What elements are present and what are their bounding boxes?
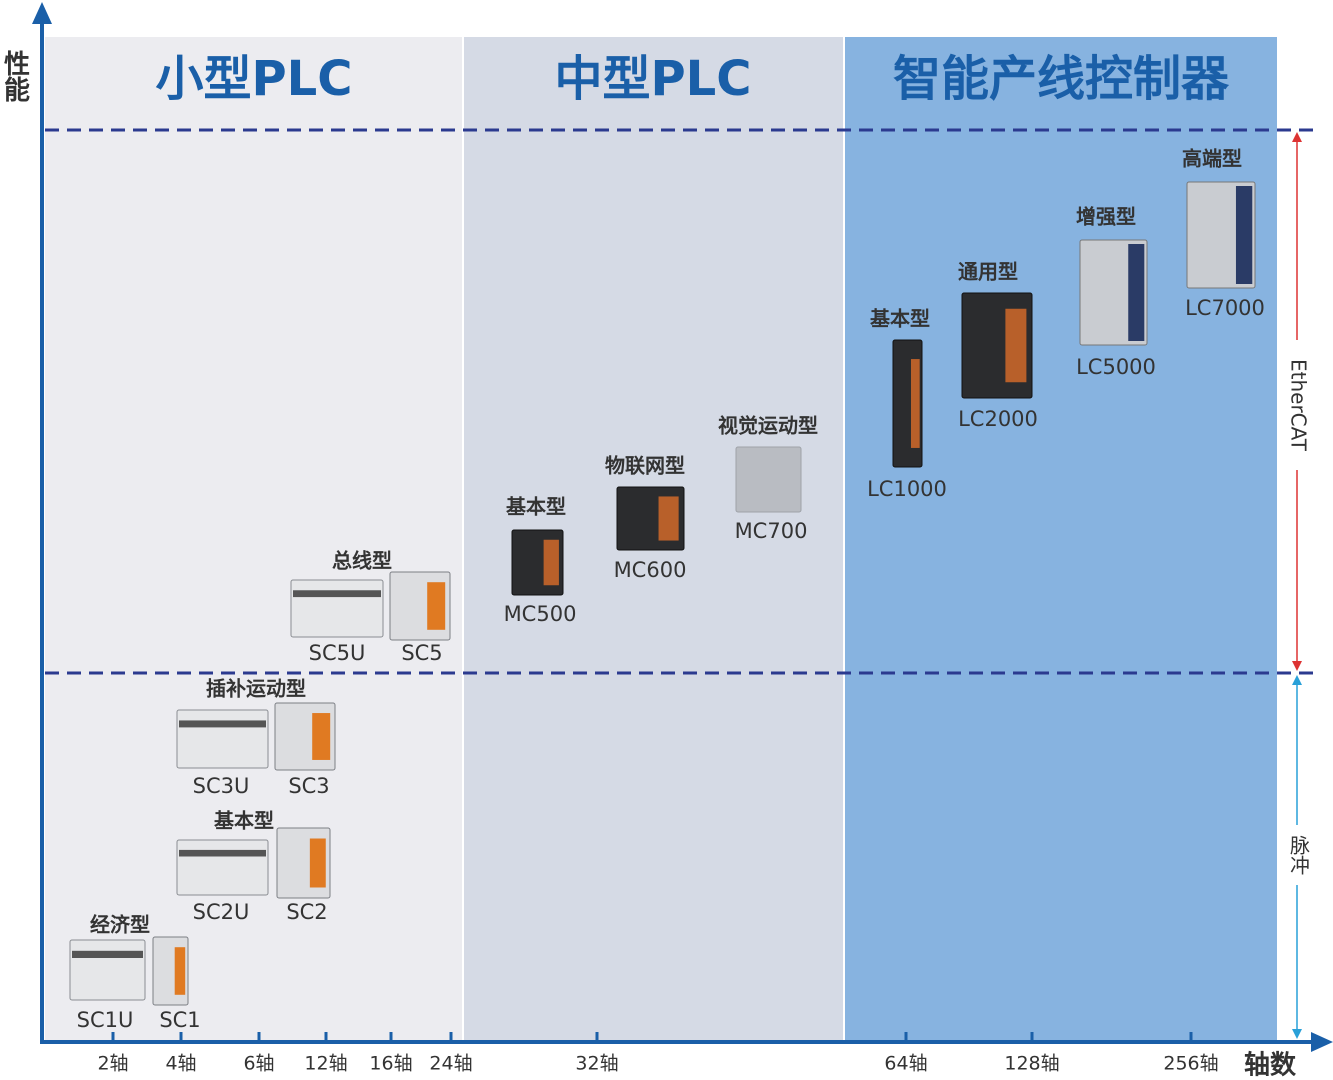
group-label: 基本型 xyxy=(506,495,566,519)
group-label: 基本型 xyxy=(214,809,274,833)
x-tick-label: 6轴 xyxy=(243,1053,274,1075)
port-panel xyxy=(1235,186,1253,284)
group-label: 高端型 xyxy=(1182,147,1242,171)
io-strip xyxy=(179,849,266,857)
product-name: MC700 xyxy=(735,519,808,543)
product-image xyxy=(176,839,269,896)
product-name: LC7000 xyxy=(1185,296,1265,320)
io-terminal xyxy=(910,359,920,448)
x-axis-label: 轴数 xyxy=(1244,1051,1297,1080)
label-bg xyxy=(1284,340,1310,470)
x-tick-label: 256轴 xyxy=(1163,1053,1218,1075)
arrow xyxy=(1292,1029,1302,1039)
product-name: LC1000 xyxy=(867,477,947,501)
x-tick-label: 12轴 xyxy=(304,1053,347,1075)
y-axis-label: 性能 xyxy=(0,50,30,102)
arrow xyxy=(1292,661,1302,671)
x-tick-label: 4轴 xyxy=(165,1053,196,1075)
y-arrow xyxy=(32,2,52,24)
group-label: 通用型 xyxy=(958,260,1018,284)
product-name: SC3U xyxy=(193,774,250,798)
x-arrow xyxy=(1311,1032,1333,1052)
product-image xyxy=(176,709,269,769)
x-tick-label: 64轴 xyxy=(884,1053,927,1075)
group-label: 经济型 xyxy=(90,913,150,937)
product-name: SC1U xyxy=(77,1008,134,1032)
io-strip xyxy=(72,950,143,958)
io-terminal xyxy=(543,539,559,586)
x-tick-label: 2轴 xyxy=(97,1053,128,1075)
product-name: SC3 xyxy=(288,774,329,798)
product-image xyxy=(735,446,802,513)
x-tick-label: 24轴 xyxy=(429,1053,472,1075)
product-name: MC600 xyxy=(614,558,687,582)
io-terminal xyxy=(309,838,326,888)
group-label: 基本型 xyxy=(870,307,930,331)
arrow xyxy=(1292,132,1302,142)
product-name: LC5000 xyxy=(1076,355,1156,379)
x-tick-label: 16轴 xyxy=(369,1053,412,1075)
product-name: LC2000 xyxy=(958,407,1038,431)
io-terminal xyxy=(427,582,446,630)
arrow xyxy=(1292,675,1302,685)
group-label: 总线型 xyxy=(332,549,392,573)
section-title: 小型PLC xyxy=(156,51,353,107)
x-tick-label: 128轴 xyxy=(1004,1053,1059,1075)
group-label: 插补运动型 xyxy=(206,677,306,701)
label-bg xyxy=(1284,825,1310,885)
group-label: 视觉运动型 xyxy=(718,414,818,438)
port-panel xyxy=(1128,244,1145,341)
product-name: SC2U xyxy=(193,900,250,924)
section-title: 智能产线控制器 xyxy=(893,51,1230,107)
io-terminal xyxy=(658,496,679,541)
product-name: SC5U xyxy=(309,641,366,665)
io-terminal xyxy=(312,713,331,760)
group-label: 增强型 xyxy=(1076,205,1136,229)
product-name: SC5 xyxy=(401,641,442,665)
io-strip xyxy=(179,720,266,728)
side-label: 脉冲 xyxy=(1287,835,1311,875)
product-name: SC1 xyxy=(159,1008,200,1032)
io-strip xyxy=(293,590,381,598)
group-label: 物联网型 xyxy=(605,454,685,478)
product-name: SC2 xyxy=(286,900,327,924)
section-title: 中型PLC xyxy=(555,51,752,107)
io-terminal xyxy=(1005,308,1027,383)
side-label: EtherCAT xyxy=(1287,359,1311,452)
io-terminal xyxy=(174,947,186,995)
product-name: MC500 xyxy=(504,602,577,626)
product-image xyxy=(69,939,146,1001)
product-image xyxy=(290,579,384,638)
x-tick-label: 32轴 xyxy=(575,1053,618,1075)
